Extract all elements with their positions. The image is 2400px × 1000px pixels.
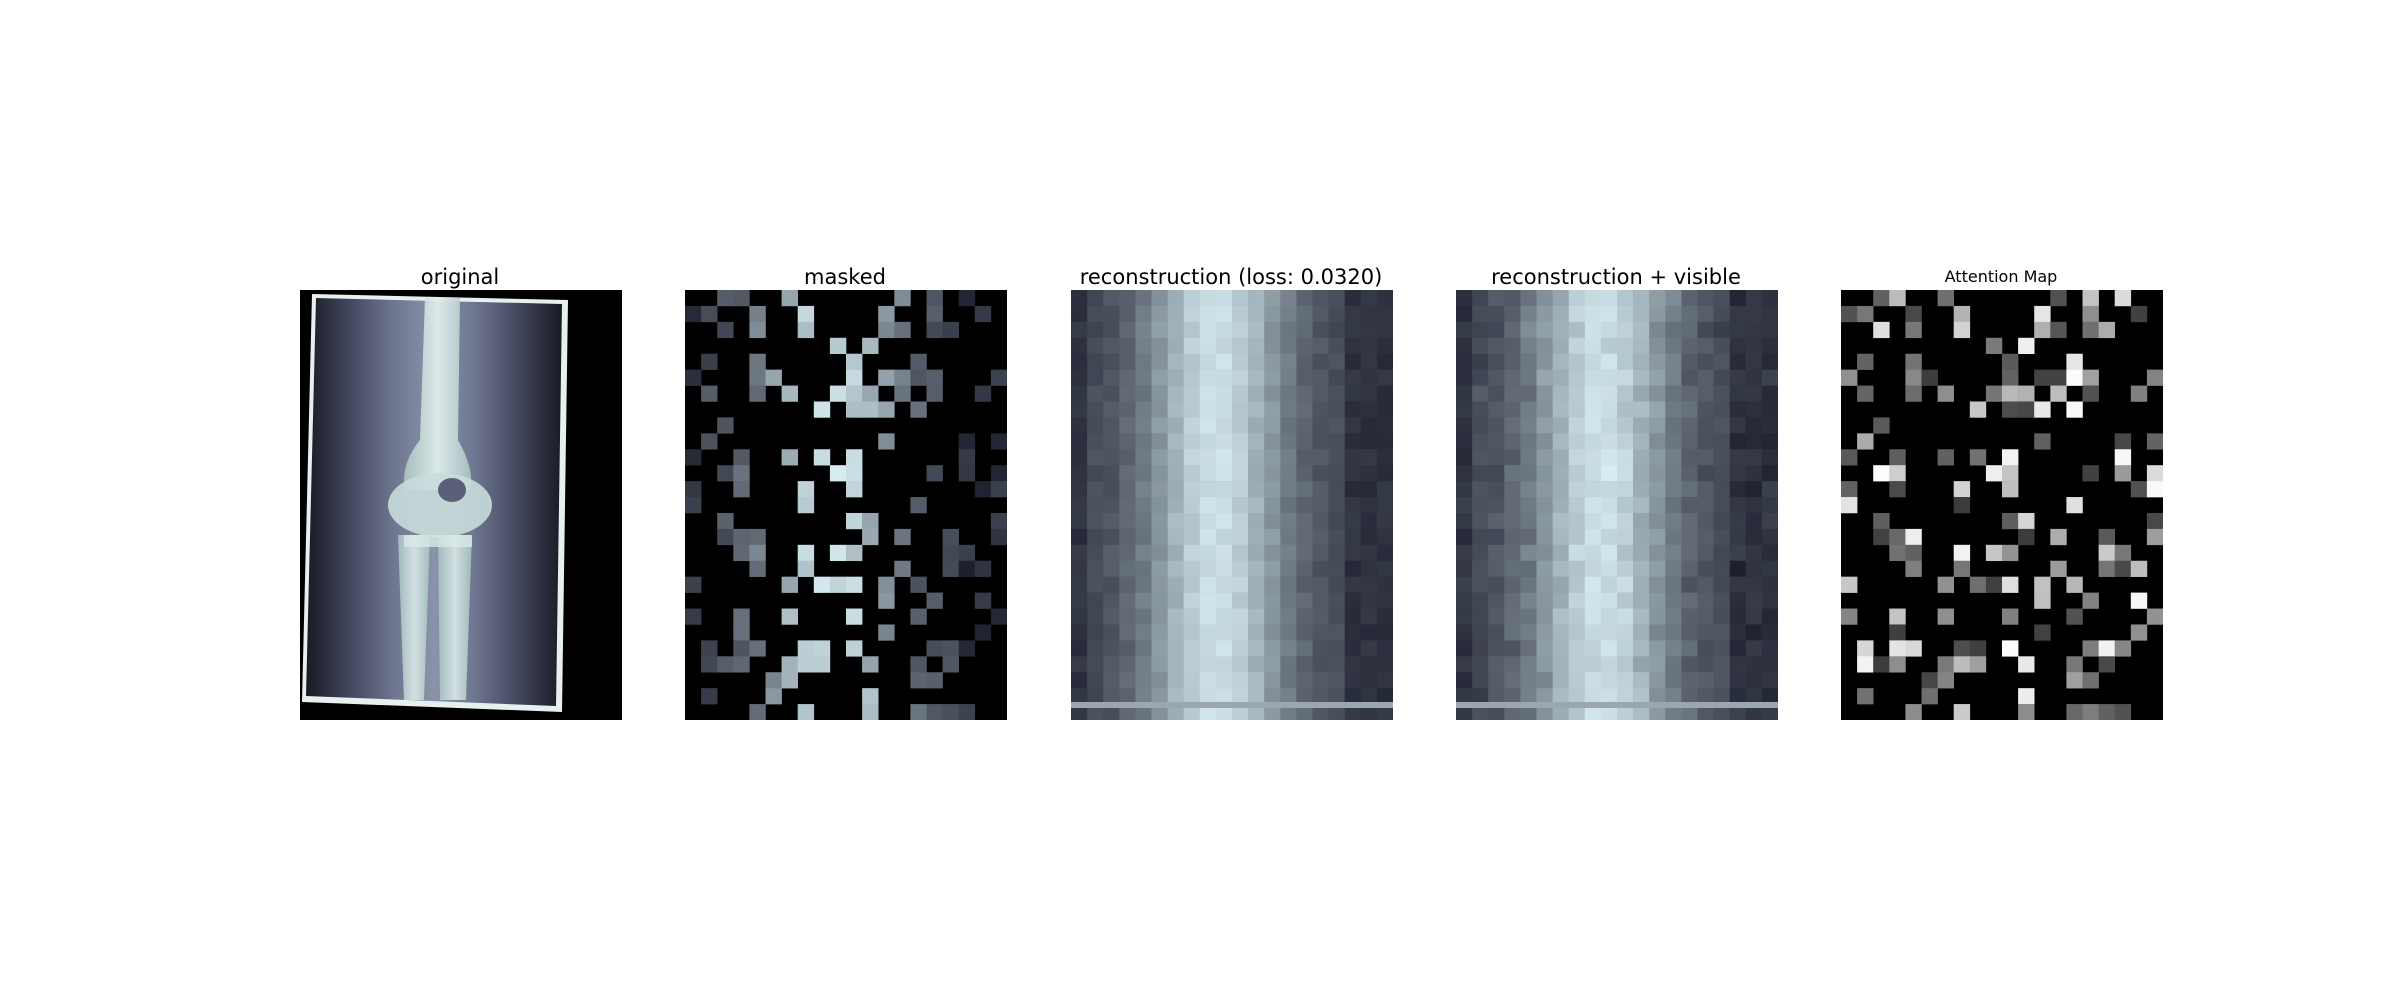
original-xray-image <box>300 290 622 720</box>
reconstruction-visible-image <box>1456 290 1778 720</box>
panel-title: reconstruction + visible <box>1491 265 1741 289</box>
panel-title: masked <box>804 265 886 289</box>
reconstruction-image <box>1071 290 1393 720</box>
panel-title: reconstruction (loss: 0.0320) <box>1079 265 1383 289</box>
panel-title: original <box>420 265 500 289</box>
panel-title: Attention Map <box>1944 267 2058 286</box>
masked-image <box>685 290 1007 720</box>
attention-map-image <box>1841 290 2163 720</box>
